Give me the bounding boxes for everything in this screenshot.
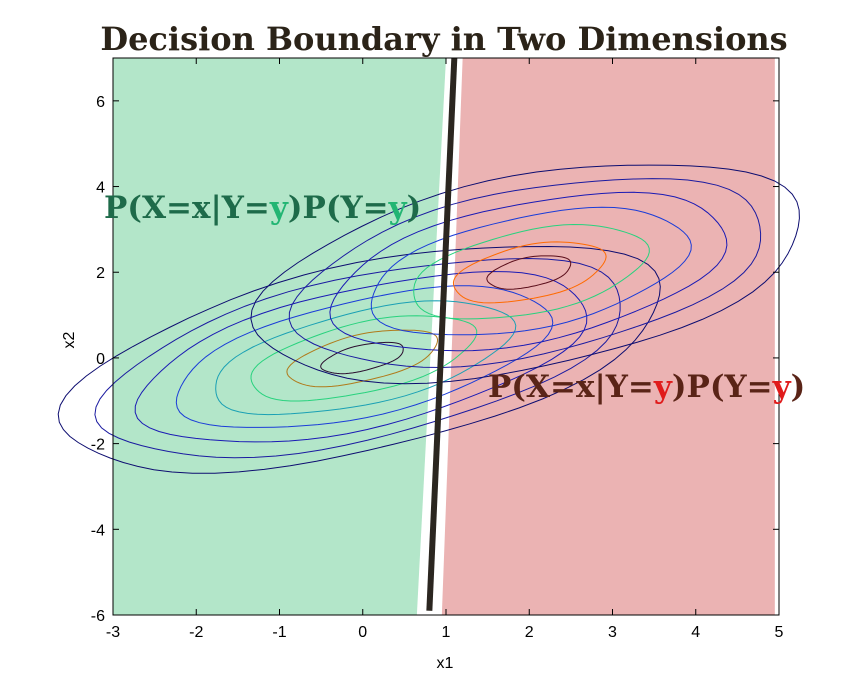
- x-tick-label: -3: [106, 624, 120, 641]
- contour-lines: [57, 164, 800, 474]
- y-tick-label: 2: [96, 265, 105, 282]
- x-tick-label: 5: [775, 624, 784, 641]
- x-tick-label: 1: [442, 624, 451, 641]
- x-tick-label: -2: [189, 624, 203, 641]
- class-region-1: [113, 58, 446, 615]
- y-tick-label: -4: [91, 522, 105, 539]
- formula-text: )P(Y=: [672, 369, 773, 405]
- contour-2-level-4: [370, 206, 692, 336]
- formula-class-red: P(X=x|Y=y)P(Y=y): [488, 369, 805, 405]
- contour-2-level-7: [250, 164, 800, 385]
- y-tick-label: 0: [96, 351, 105, 368]
- y-tick-label: 6: [96, 94, 105, 111]
- y-tick-label: -6: [91, 608, 105, 625]
- contour-1-level-6: [134, 270, 588, 443]
- formula-class-green: P(X=x|Y=y)P(Y=y): [104, 190, 421, 226]
- x-axis-ticks: -3 -2 -1 0 1 2 3 4 5: [106, 58, 784, 641]
- formula-variable-y: y: [653, 369, 673, 405]
- contour-1-level-8: [57, 245, 661, 474]
- x-axis-label: x1: [437, 655, 454, 672]
- contour-2-level-1: [486, 255, 572, 290]
- contour-1-level-7: [94, 257, 621, 459]
- chart-title: Decision Boundary in Two Dimensions: [100, 20, 787, 58]
- formula-text: ): [791, 369, 806, 405]
- decision-boundary: [426, 57, 458, 611]
- x-tick-label: 3: [608, 624, 617, 641]
- contour-2-level-2: [452, 241, 607, 304]
- formula-variable-y: y: [388, 190, 408, 226]
- y-tick-label: 4: [96, 180, 105, 197]
- formula-text: )P(Y=: [288, 190, 389, 226]
- contour-2-level-6: [288, 178, 762, 369]
- x-tick-label: 0: [358, 624, 367, 641]
- class-region-2: [441, 58, 775, 615]
- class-regions: [113, 58, 775, 615]
- y-tick-label: -2: [91, 437, 105, 454]
- x-tick-label: -1: [272, 624, 286, 641]
- y-axis-ticks: -6 -4 -2 0 2 4 6: [91, 94, 779, 625]
- formula-text: P(X=x|Y=: [488, 369, 654, 405]
- x-tick-label: 2: [525, 624, 534, 641]
- contour-1-level-3: [250, 315, 478, 402]
- decision-boundary-line: [426, 57, 458, 611]
- formula-variable-y: y: [772, 369, 792, 405]
- contour-1-level-5: [175, 285, 554, 428]
- x-tick-label: 4: [691, 624, 700, 641]
- contour-1-level-1: [320, 341, 404, 375]
- y-axis-label: x2: [61, 331, 78, 348]
- contour-1-level-4: [215, 300, 517, 416]
- formula-text: ): [407, 190, 422, 226]
- contour-1-level-2: [286, 329, 439, 388]
- contour-2-level-5: [329, 191, 728, 352]
- formula-text: P(X=x|Y=: [104, 190, 270, 226]
- contour-2-level-3: [413, 223, 650, 320]
- formula-variable-y: y: [269, 190, 289, 226]
